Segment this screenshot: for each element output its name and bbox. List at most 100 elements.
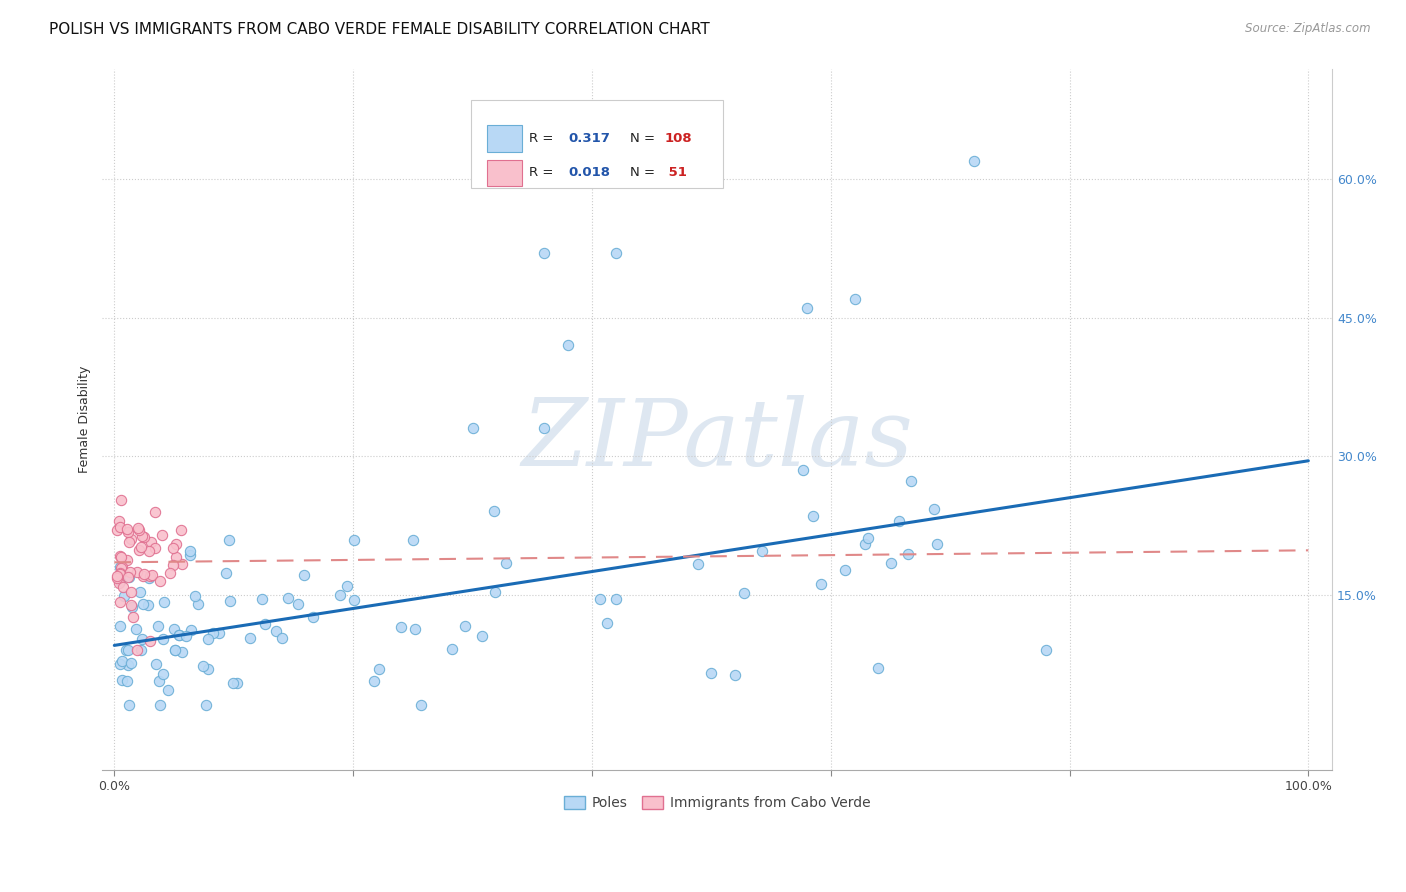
Point <box>239 632 262 646</box>
Point <box>700 666 723 681</box>
Point <box>254 617 277 632</box>
Text: ZIPatlas: ZIPatlas <box>522 395 914 485</box>
Point <box>143 541 166 556</box>
Point <box>336 579 359 593</box>
Point <box>222 676 245 690</box>
Point <box>110 549 132 564</box>
Point <box>152 632 174 646</box>
Point <box>176 629 198 643</box>
Point <box>108 549 131 564</box>
Point <box>471 629 494 643</box>
Point <box>162 558 184 572</box>
Point <box>810 576 832 591</box>
Point <box>122 610 145 624</box>
Point <box>796 301 818 316</box>
Bar <box>488 125 522 152</box>
Point <box>105 568 128 582</box>
Point <box>110 493 132 508</box>
Text: R =: R = <box>529 167 558 179</box>
Point <box>533 421 555 435</box>
Point <box>170 645 193 659</box>
Point <box>367 662 389 676</box>
Legend: Poles, Immigrants from Cabo Verde: Poles, Immigrants from Cabo Verde <box>558 790 876 815</box>
Point <box>402 533 425 547</box>
Point <box>127 565 149 579</box>
Point <box>868 661 890 675</box>
Point <box>110 619 132 633</box>
Point <box>143 504 166 518</box>
Point <box>733 586 755 600</box>
Point <box>115 643 138 657</box>
Point <box>165 537 187 551</box>
Point <box>605 591 627 606</box>
Point <box>117 570 139 584</box>
Point <box>117 524 139 539</box>
Point <box>131 569 153 583</box>
Text: 0.317: 0.317 <box>568 132 610 145</box>
Point <box>197 632 219 646</box>
Text: 51: 51 <box>665 167 688 179</box>
Point <box>166 549 188 564</box>
Point <box>149 574 172 589</box>
Point <box>138 544 160 558</box>
Point <box>112 590 135 604</box>
Point <box>105 523 128 537</box>
Point <box>108 575 131 590</box>
Point <box>294 567 316 582</box>
Point <box>108 520 131 534</box>
Point <box>925 537 948 551</box>
Point <box>844 293 866 307</box>
Point <box>751 544 773 558</box>
Point <box>156 683 179 698</box>
Point <box>853 537 876 551</box>
Point <box>108 514 131 528</box>
Point <box>118 534 141 549</box>
Point <box>118 698 141 713</box>
Point <box>132 567 155 582</box>
Point <box>170 557 193 571</box>
Point <box>148 698 170 713</box>
Point <box>131 528 153 542</box>
Text: POLISH VS IMMIGRANTS FROM CABO VERDE FEMALE DISABILITY CORRELATION CHART: POLISH VS IMMIGRANTS FROM CABO VERDE FEM… <box>49 22 710 37</box>
Point <box>128 543 150 558</box>
FancyBboxPatch shape <box>471 100 724 188</box>
Point <box>105 571 128 585</box>
Point <box>138 570 160 584</box>
Point <box>129 540 152 554</box>
Point <box>201 625 224 640</box>
Point <box>159 566 181 580</box>
Point <box>454 619 477 633</box>
Point <box>131 597 153 611</box>
Point <box>170 523 193 537</box>
Point <box>440 642 463 657</box>
Point <box>139 569 162 583</box>
Point <box>187 598 209 612</box>
Text: Source: ZipAtlas.com: Source: ZipAtlas.com <box>1246 22 1371 36</box>
Point <box>343 593 366 607</box>
Point <box>963 153 986 168</box>
Point <box>169 628 191 642</box>
Point <box>139 633 162 648</box>
Point <box>145 657 167 671</box>
Point <box>180 623 202 637</box>
Text: 0.018: 0.018 <box>568 167 610 179</box>
Point <box>184 589 207 603</box>
Point <box>1035 643 1057 657</box>
Point <box>128 585 150 599</box>
Point <box>117 673 139 688</box>
Point <box>165 642 187 657</box>
Point <box>152 667 174 681</box>
Point <box>271 631 294 645</box>
Point <box>880 556 903 570</box>
Point <box>131 643 153 657</box>
Point <box>328 588 350 602</box>
Point <box>342 533 364 548</box>
Point <box>120 585 142 599</box>
Point <box>136 598 159 612</box>
Text: 108: 108 <box>665 132 692 145</box>
Point <box>162 541 184 556</box>
Point <box>179 548 201 562</box>
Point <box>792 463 814 477</box>
Point <box>533 246 555 260</box>
Point <box>834 563 856 577</box>
